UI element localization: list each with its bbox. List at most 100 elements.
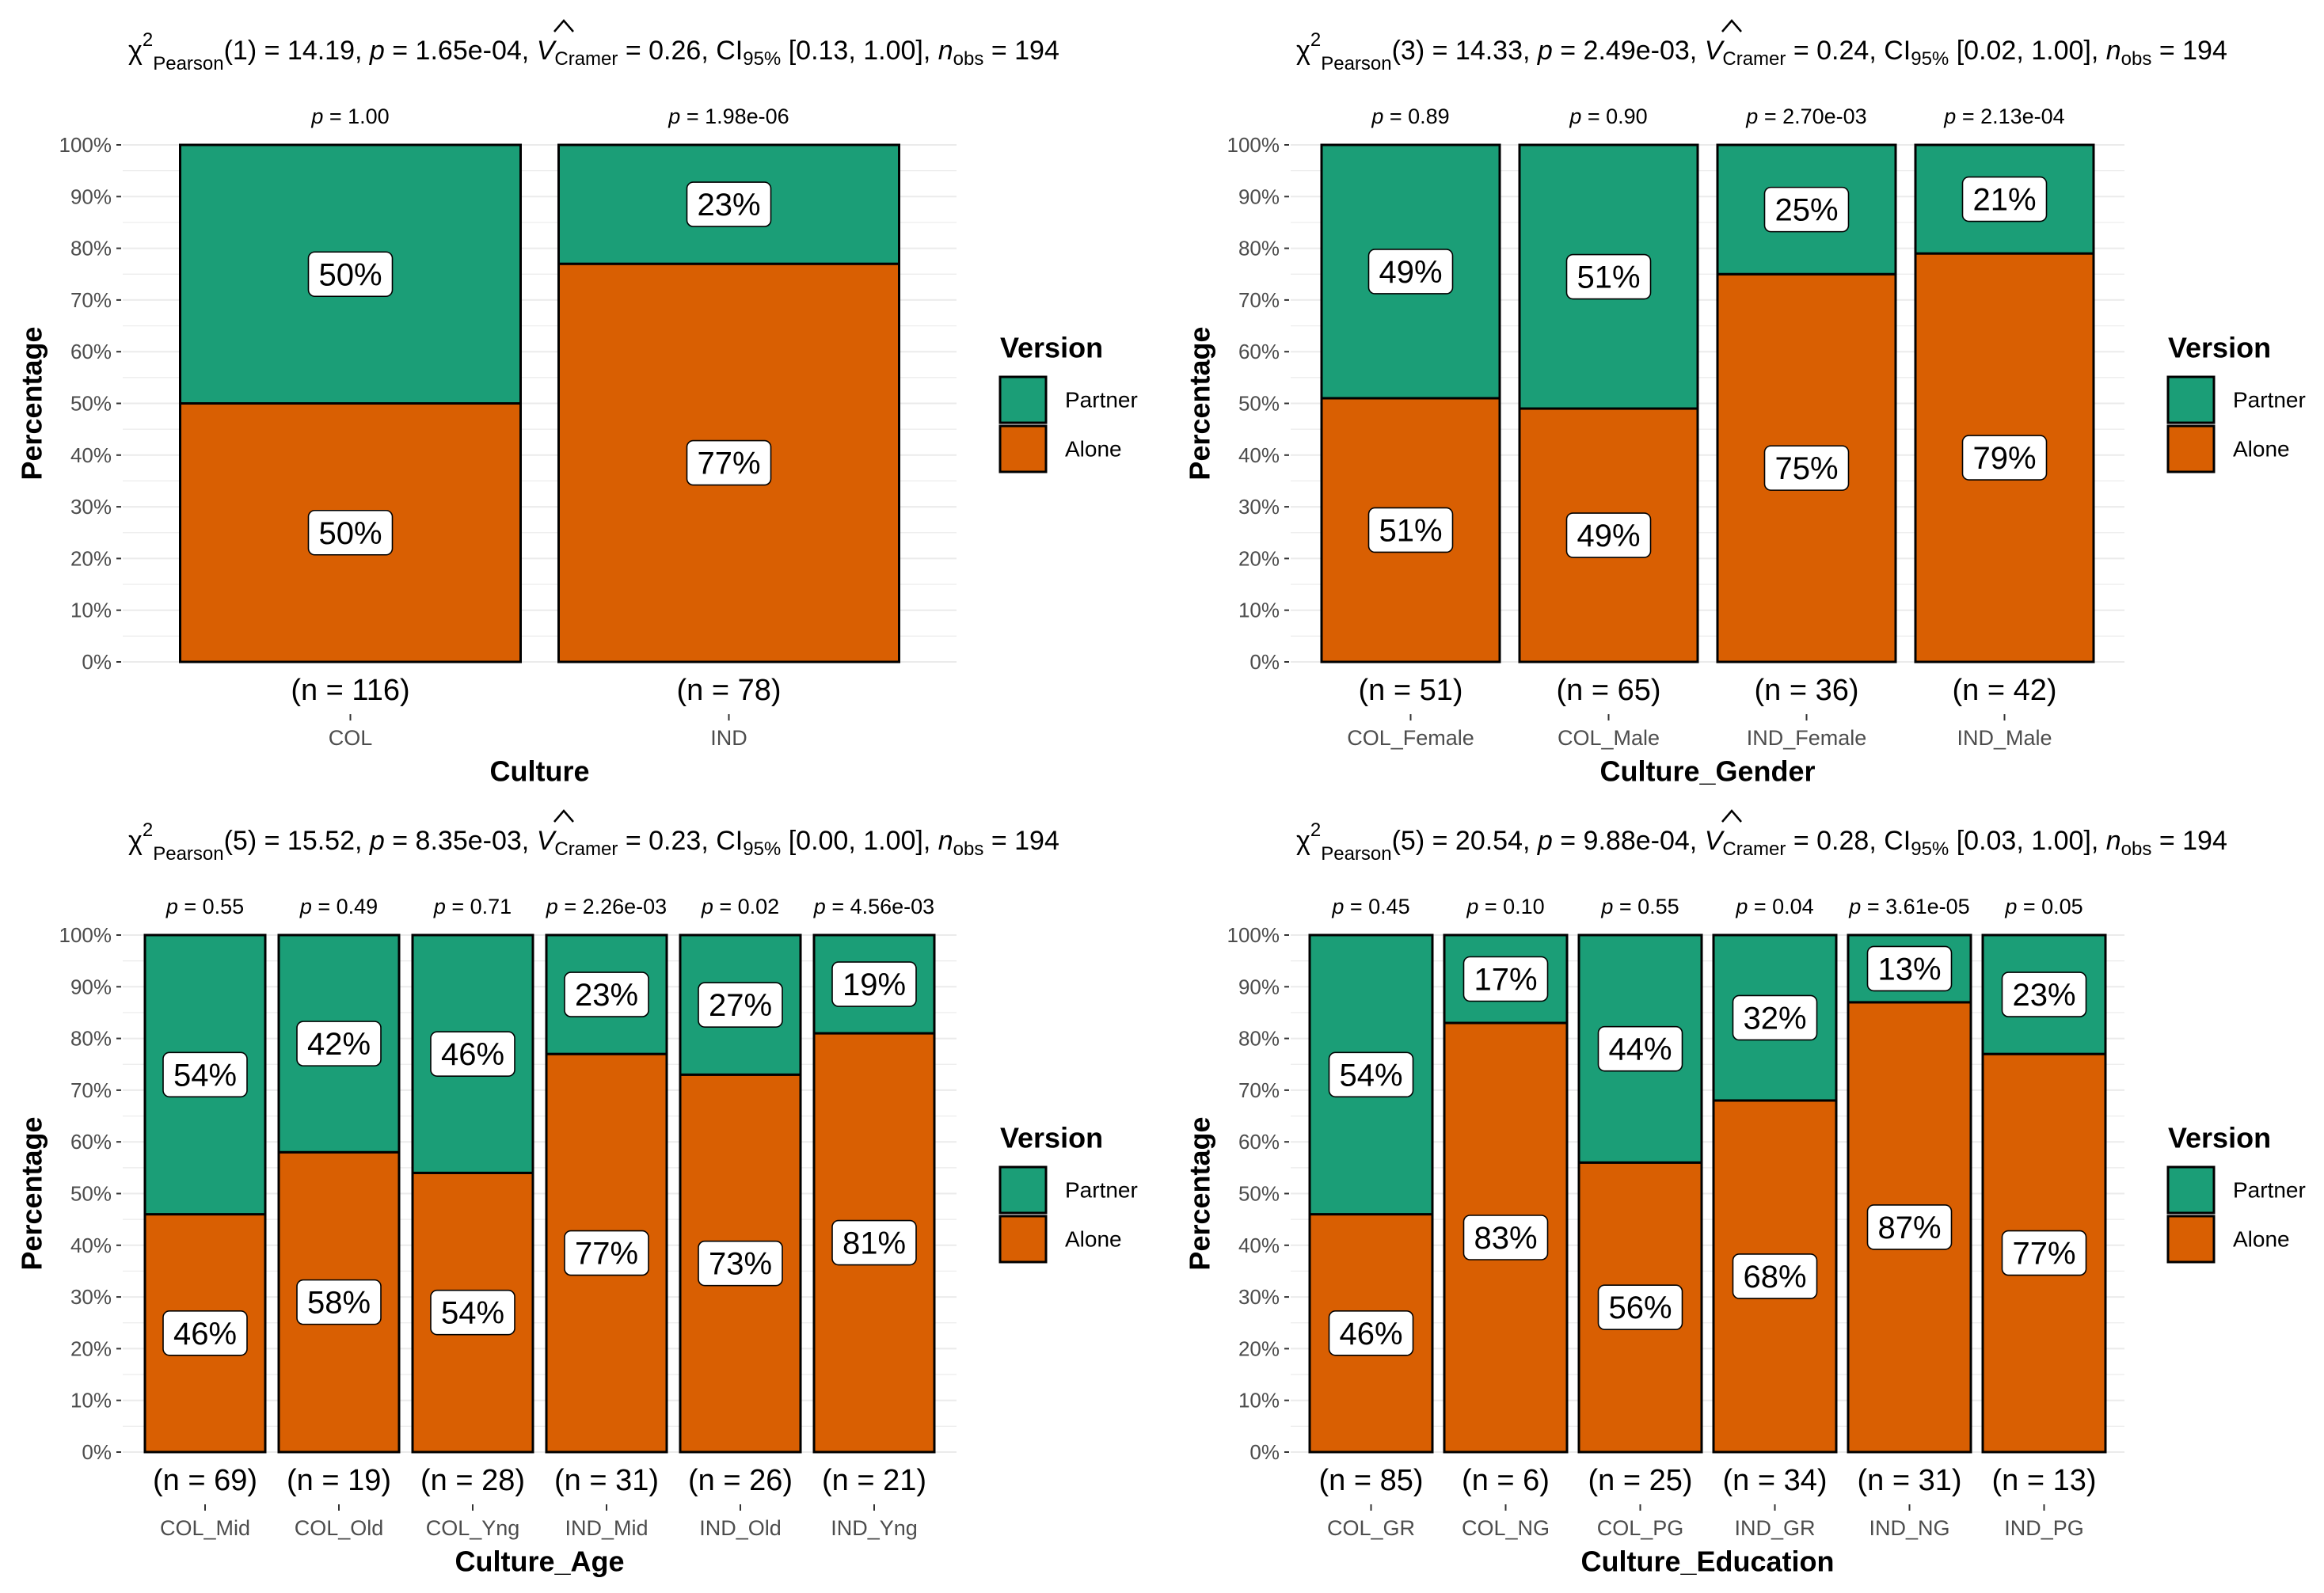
- p-value-label: p = 0.71: [433, 895, 512, 918]
- bar-group-COL_NG: 83% 17%: [1443, 933, 1569, 1454]
- y-tick-label: 10%: [1238, 1389, 1280, 1412]
- y-tick-label: 70%: [1238, 1078, 1280, 1102]
- data-label-box: [296, 1279, 382, 1325]
- p-value-label: p = 0.02: [701, 895, 779, 918]
- data-label-box: [307, 509, 394, 556]
- data-label-box: [1866, 945, 1953, 992]
- y-tick-label: 80%: [70, 1027, 112, 1051]
- y-axis-title: Percentage: [16, 1116, 48, 1270]
- data-label-partner: 54%: [173, 1058, 237, 1093]
- x-tick-label: IND_NG: [1869, 1516, 1949, 1540]
- data-label-partner: 54%: [1339, 1058, 1402, 1093]
- subtitle: χ2Pearson(5) = 20.54, p = 9.88e-04, VCra…: [1296, 819, 2227, 865]
- data-label-box: [162, 1310, 248, 1356]
- x-tick-label: COL_NG: [1462, 1516, 1550, 1540]
- data-label-box: [831, 961, 917, 1007]
- p-value-label: p = 4.56e-03: [813, 895, 934, 918]
- count-label: (n = 34): [1722, 1464, 1827, 1497]
- y-tick-label: 40%: [1238, 443, 1280, 467]
- y-tick-label: 90%: [70, 184, 112, 208]
- x-tick-label: COL_Male: [1558, 726, 1660, 750]
- hat-accent: [553, 809, 574, 823]
- data-label-alone: 54%: [441, 1296, 504, 1331]
- data-label-box: [430, 1031, 515, 1077]
- p-value-label: p = 2.26e-03: [546, 895, 667, 918]
- data-label-partner: 49%: [1379, 255, 1442, 290]
- y-tick-label: 40%: [1238, 1234, 1280, 1257]
- data-label-box: [686, 439, 772, 486]
- x-tick-label: COL_PG: [1597, 1516, 1684, 1540]
- y-tick-label: 10%: [70, 599, 112, 622]
- x-tick-label: COL_Mid: [160, 1516, 250, 1540]
- count-label: (n = 26): [688, 1464, 793, 1497]
- count-label: (n = 19): [287, 1464, 391, 1497]
- count-label: (n = 85): [1318, 1464, 1423, 1497]
- legend-label-partner: Partner: [2233, 1178, 2306, 1203]
- data-label-partner: 25%: [1774, 193, 1838, 228]
- bar-group-COL_GR: 46% 54%: [1308, 933, 1434, 1454]
- data-label-alone: 83%: [1474, 1221, 1537, 1256]
- y-tick-label: 80%: [1238, 237, 1280, 260]
- x-tick-label: IND_Mid: [565, 1516, 648, 1540]
- hat-accent: [553, 19, 574, 32]
- legend-title: Version: [2168, 1122, 2271, 1154]
- y-tick-label: 100%: [59, 923, 112, 947]
- p-value-label: p = 2.70e-03: [1745, 105, 1866, 128]
- y-tick-label: 70%: [1238, 288, 1280, 312]
- count-label: (n = 6): [1462, 1464, 1550, 1497]
- data-label-alone: 77%: [697, 447, 760, 481]
- legend-swatch-alone: [2166, 1215, 2216, 1264]
- x-tick-label: IND_GR: [1734, 1516, 1815, 1540]
- x-tick-label: COL_Yng: [426, 1516, 520, 1540]
- data-label-box: [698, 1240, 783, 1287]
- bar-group-IND_Old: 73% 27%: [679, 933, 802, 1454]
- y-tick-label: 10%: [70, 1389, 112, 1412]
- data-label-alone: 49%: [1577, 519, 1640, 553]
- y-tick-label: 30%: [1238, 1285, 1280, 1309]
- data-label-box: [1328, 1310, 1414, 1356]
- legend-label-alone: Alone: [2233, 1227, 2290, 1252]
- data-label-alone: 77%: [2012, 1237, 2075, 1272]
- data-label-alone: 46%: [173, 1317, 237, 1352]
- x-tick-label: COL_GR: [1327, 1516, 1415, 1540]
- p-value-label: p = 1.00: [310, 105, 389, 128]
- legend-swatch-alone: [2166, 424, 2216, 473]
- x-tick-label: COL: [329, 726, 373, 750]
- data-label-partner: 27%: [709, 988, 772, 1023]
- data-label-alone: 58%: [307, 1286, 371, 1321]
- y-tick-label: 60%: [1238, 340, 1280, 363]
- data-label-partner: 17%: [1474, 963, 1537, 998]
- data-label-partner: 21%: [1972, 183, 2036, 218]
- bar-group-IND_Male: 79% 21%: [1914, 143, 2095, 663]
- data-label-box: [162, 1051, 248, 1098]
- bar-group-IND: 77% 23%: [557, 143, 900, 663]
- x-tick-label: IND_Male: [1957, 726, 2052, 750]
- data-label-alone: 68%: [1743, 1260, 1806, 1295]
- legend-label-alone: Alone: [1065, 1227, 1122, 1252]
- y-axis: 0% 10% 20% 30% 40% 50% 60% 70% 80% 90% 100%: [1227, 133, 1289, 674]
- data-label-box: [1565, 253, 1652, 300]
- x-tick-label: IND_Yng: [831, 1516, 918, 1540]
- y-axis: 0% 10% 20% 30% 40% 50% 60% 70% 80% 90% 100%: [1227, 923, 1289, 1464]
- legend: Version Partner Alone: [998, 1122, 1138, 1264]
- legend-label-alone: Alone: [1065, 437, 1122, 462]
- data-label-box: [2001, 1230, 2087, 1276]
- legend-swatch-alone: [998, 1215, 1048, 1264]
- legend-title: Version: [1000, 1122, 1103, 1154]
- y-tick-label: 60%: [70, 1130, 112, 1154]
- hat-accent: [1721, 809, 1742, 823]
- bar-group-COL_Male: 49% 51%: [1518, 143, 1699, 663]
- data-label-partner: 50%: [318, 257, 382, 292]
- y-tick-label: 70%: [70, 288, 112, 312]
- y-tick-label: 50%: [70, 392, 112, 416]
- data-label-box: [1763, 186, 1850, 233]
- count-label: (n = 13): [1991, 1464, 2096, 1497]
- y-axis-title: Percentage: [1184, 1116, 1216, 1270]
- x-axis-title: Culture_Gender: [1599, 755, 1815, 788]
- subtitle: χ2Pearson(3) = 14.33, p = 2.49e-03, VCra…: [1296, 29, 2227, 74]
- data-label-box: [1328, 1051, 1414, 1098]
- data-label-partner: 51%: [1577, 260, 1640, 295]
- y-axis-title: Percentage: [16, 326, 48, 480]
- data-label-alone: 81%: [842, 1226, 906, 1261]
- subtitle: χ2Pearson(5) = 15.52, p = 8.35e-03, VCra…: [128, 819, 1059, 865]
